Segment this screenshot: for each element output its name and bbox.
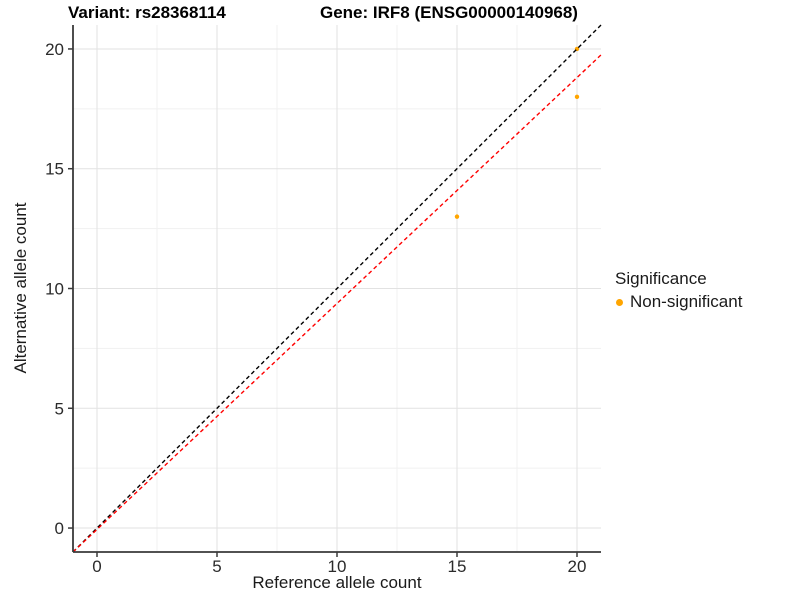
identity-line — [72, 24, 602, 553]
legend: Significance Non-significant — [612, 268, 742, 312]
x-tick-label: 10 — [328, 557, 347, 576]
legend-item-non-significant: Non-significant — [612, 292, 742, 312]
plot-title-gene: Gene: IRF8 (ENSG00000140968) — [320, 3, 578, 22]
y-tick-label: 20 — [45, 40, 64, 59]
x-tick-label: 5 — [212, 557, 221, 576]
legend-point-icon — [616, 298, 623, 306]
x-tick-label: 15 — [448, 557, 467, 576]
x-tick-label: 0 — [92, 557, 101, 576]
y-tick-label: 0 — [55, 519, 64, 538]
legend-title: Significance — [615, 269, 707, 288]
data-point — [574, 94, 580, 100]
x-axis-title: Reference allele count — [252, 573, 422, 592]
y-tick-label: 5 — [55, 399, 64, 418]
data-point — [454, 214, 460, 219]
legend-item-label: Non-significant — [630, 292, 743, 311]
y-axis-title: Alternative allele count — [11, 202, 30, 374]
plot-title-variant: Variant: rs28368114 — [68, 3, 226, 22]
fit-line — [72, 54, 602, 553]
y-tick-label: 10 — [45, 280, 64, 299]
y-tick-label: 15 — [45, 160, 64, 179]
x-tick-label: 20 — [568, 557, 587, 576]
